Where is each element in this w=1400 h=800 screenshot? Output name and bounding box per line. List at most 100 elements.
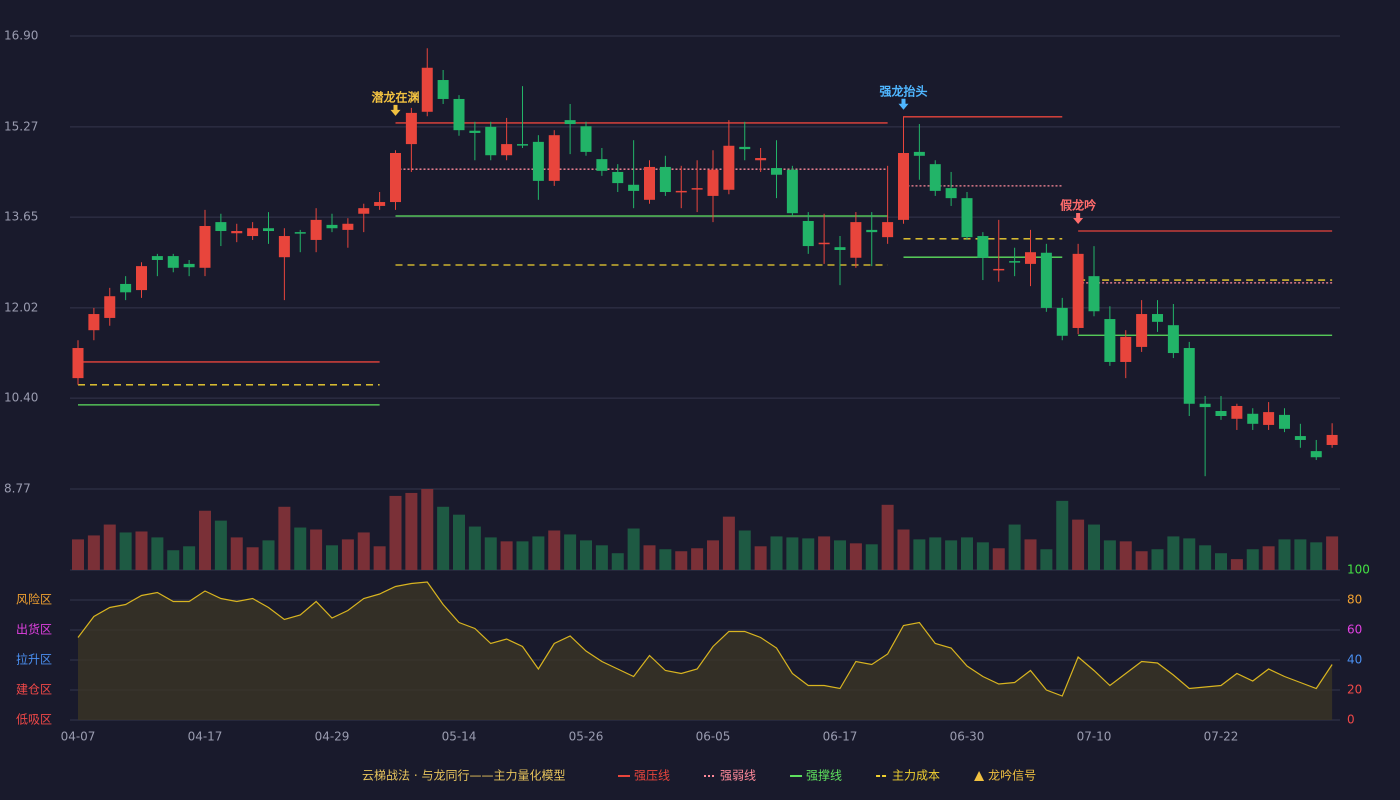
candle-body bbox=[374, 202, 386, 206]
y-tick-label: 13.65 bbox=[4, 210, 38, 224]
candle-body bbox=[977, 236, 989, 258]
y-tick-label: 15.27 bbox=[4, 119, 38, 133]
volume-bar bbox=[278, 506, 291, 570]
candle-body bbox=[215, 222, 227, 232]
candle-body bbox=[517, 144, 528, 146]
legend-label: 强弱线 bbox=[720, 769, 756, 783]
candle-body bbox=[834, 247, 846, 250]
volume-bar bbox=[722, 516, 735, 570]
volume-bar bbox=[230, 537, 243, 570]
volume-bar bbox=[802, 538, 815, 570]
volume-bar bbox=[468, 526, 481, 570]
volume-bar bbox=[770, 536, 783, 570]
candle-body bbox=[961, 198, 973, 238]
volume-bar bbox=[1167, 536, 1180, 570]
candle-body bbox=[1056, 307, 1068, 336]
volume-bar bbox=[961, 537, 973, 570]
x-tick-label: 04-07 bbox=[61, 730, 96, 744]
volume-bar bbox=[691, 548, 704, 570]
volume-bar bbox=[1008, 524, 1021, 570]
candle-body bbox=[628, 184, 640, 191]
volume-bar bbox=[1103, 540, 1116, 570]
volume-bar bbox=[484, 537, 497, 570]
candle-body bbox=[485, 126, 497, 156]
candle-body bbox=[818, 242, 830, 245]
x-tick-label: 05-14 bbox=[442, 730, 477, 744]
candle-body bbox=[294, 232, 306, 234]
candle-body bbox=[1009, 261, 1021, 263]
signal-arrow bbox=[898, 98, 909, 110]
volume-bar bbox=[580, 540, 592, 570]
candle-body bbox=[405, 112, 417, 145]
volume-bar bbox=[373, 546, 386, 570]
candle-body bbox=[1104, 319, 1116, 362]
oscillator-line bbox=[77, 581, 1333, 697]
candle-body bbox=[913, 151, 925, 156]
candle-body bbox=[199, 226, 211, 268]
volume-bar bbox=[834, 540, 846, 570]
candle-body bbox=[469, 130, 481, 133]
legend-swatch bbox=[974, 771, 985, 781]
signal-label: 假龙吟 bbox=[1060, 198, 1096, 213]
y-tick-label: 12.02 bbox=[4, 300, 38, 314]
volume-bar bbox=[675, 551, 688, 570]
volume-bar bbox=[707, 540, 719, 570]
volume-bar bbox=[135, 531, 148, 570]
candle-body bbox=[882, 222, 894, 238]
volume-bar bbox=[595, 545, 608, 570]
volume-bar bbox=[611, 553, 624, 570]
candle-body bbox=[1279, 414, 1290, 429]
volume-bar bbox=[453, 514, 465, 570]
volume-bar bbox=[389, 495, 402, 570]
candle-body bbox=[612, 171, 624, 184]
volume-bar bbox=[1183, 538, 1196, 570]
candle-body bbox=[945, 188, 957, 199]
candle-body bbox=[644, 166, 655, 200]
volume-bar bbox=[500, 541, 513, 570]
candle-body bbox=[1183, 348, 1195, 404]
volume-bar bbox=[357, 532, 370, 570]
candle-body bbox=[1088, 276, 1100, 312]
candle-body bbox=[72, 348, 84, 379]
candle-body bbox=[1215, 410, 1227, 417]
candle-body bbox=[437, 80, 449, 99]
candle-body bbox=[104, 296, 116, 318]
candle-body bbox=[739, 146, 751, 150]
zone-label: 建仓区 bbox=[16, 683, 52, 697]
x-tick-label: 05-26 bbox=[569, 730, 604, 744]
candle-body bbox=[326, 224, 338, 229]
volume-bar bbox=[1151, 549, 1164, 570]
volume-bar bbox=[738, 530, 751, 570]
osc-tick-label: 60 bbox=[1347, 623, 1362, 637]
volume-bar bbox=[1215, 553, 1227, 570]
volume-bar bbox=[786, 537, 799, 570]
candle-body bbox=[1167, 325, 1179, 354]
zone-label: 风险区 bbox=[16, 592, 52, 607]
candle-body bbox=[596, 159, 608, 171]
volume-bar bbox=[659, 549, 672, 570]
oscillator-area bbox=[78, 582, 1333, 720]
volume-bar bbox=[1024, 539, 1037, 570]
candle-body bbox=[1310, 451, 1322, 458]
candle-body bbox=[1247, 413, 1259, 424]
volume-bar bbox=[1119, 541, 1132, 570]
volume-bar bbox=[1040, 549, 1053, 570]
volume-bar bbox=[564, 534, 577, 570]
x-tick-label: 07-22 bbox=[1204, 730, 1239, 744]
candle-body bbox=[691, 188, 703, 190]
candle-body bbox=[1136, 314, 1148, 347]
volume-bar bbox=[881, 504, 894, 570]
candle-body bbox=[1152, 314, 1163, 322]
signal-arrow bbox=[390, 104, 401, 116]
candle-body bbox=[929, 164, 941, 191]
volume-bar bbox=[945, 540, 958, 570]
volume-bar bbox=[1088, 524, 1100, 570]
candle-body bbox=[1072, 253, 1084, 328]
candle-body bbox=[1326, 434, 1338, 445]
candle-body bbox=[723, 145, 735, 190]
candle-body bbox=[771, 168, 782, 175]
candle-body bbox=[866, 229, 878, 233]
candle-body bbox=[167, 256, 179, 268]
